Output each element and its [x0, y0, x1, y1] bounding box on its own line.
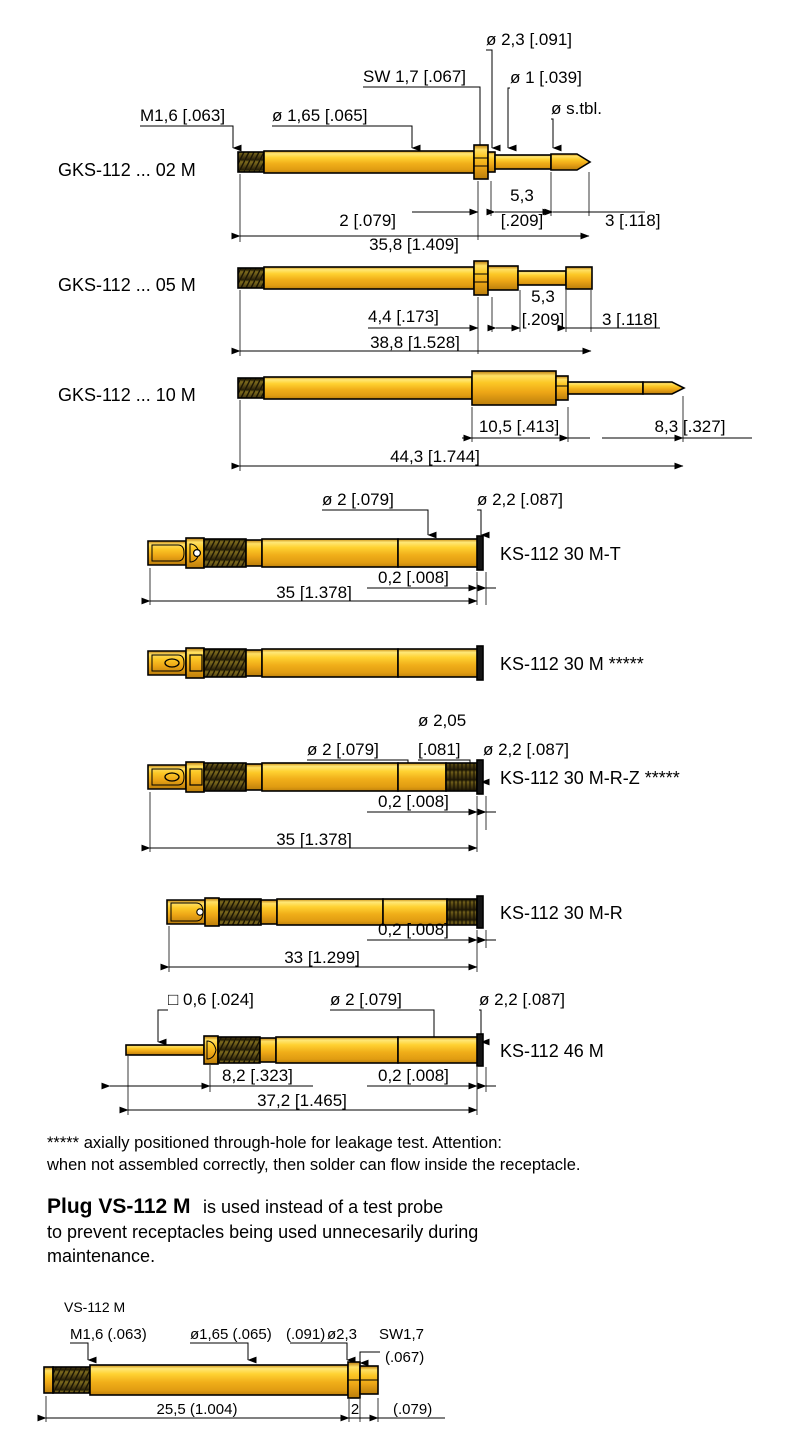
vs-dim-255: 25,5 (1.004) — [157, 1401, 238, 1418]
probe-ks-112-30m — [147, 645, 484, 681]
probe-ks-112-30m-t — [147, 535, 484, 571]
callout-d22-4: ø 2,2 [.087] — [477, 490, 563, 509]
dim-53a-2: 5,3 — [531, 287, 555, 306]
drawing-gks-112-10m: GKS-112 ... 10 M 10,5 [ — [58, 370, 752, 471]
vs-callout-sw17: SW1,7 — [379, 1326, 424, 1343]
callout-dstbl: ø s.tbl. — [551, 99, 602, 118]
probe-gks-112-05m — [237, 260, 593, 296]
dimension-arrows-1 — [231, 208, 590, 240]
callout-leaders-9 — [70, 1342, 380, 1367]
callout-d2-6: ø 2 [.079] — [307, 740, 379, 759]
dimension-arrows-2 — [231, 324, 592, 355]
vs-dim-079: (.079) — [393, 1401, 432, 1418]
part-label-ks46m: KS-112 46 M — [500, 1041, 604, 1061]
dimension-arrows-8 — [101, 1082, 496, 1114]
vs-callout-067: (.067) — [385, 1349, 424, 1366]
part-label-gks05: GKS-112 ... 05 M — [58, 275, 196, 295]
footnote-block: ***** axially positioned through-hole fo… — [46, 1134, 580, 1174]
part-label-ks30m: KS-112 30 M ***** — [500, 654, 644, 674]
dimension-arrows-4 — [141, 584, 496, 605]
part-label-ks30mrz: KS-112 30 M-R-Z ***** — [500, 768, 680, 788]
dim-2: 2 [.079] — [339, 211, 396, 230]
plug-line-3: maintenance. — [47, 1246, 155, 1266]
vs-callout-m16: M1,6 (.063) — [70, 1326, 147, 1343]
dim-443: 44,3 [1.744] — [390, 447, 480, 466]
callout-d1: ø 1 [.039] — [510, 68, 582, 87]
vs-callout-d165: ø1,65 (.065) — [190, 1326, 272, 1343]
callout-sq06: □ 0,6 [.024] — [168, 990, 254, 1009]
dimension-arrows-3 — [231, 434, 684, 470]
callout-leaders-8 — [157, 1009, 490, 1046]
callout-sw17: SW 1,7 [.067] — [363, 67, 466, 86]
dim-33: 33 [1.299] — [284, 948, 360, 967]
dim-53a: 5,3 — [510, 186, 534, 205]
dimension-lines-1 — [239, 172, 645, 242]
dimension-lines-3 — [239, 396, 752, 471]
plug-paragraph: Plug VS-112 M is used instead of a test … — [47, 1195, 478, 1266]
drawing-ks-112-30m-t: ø 2 [.079] ø 2,2 [.087] KS-112 30 M-T — [141, 490, 621, 605]
svg-text:Plug VS-112 M is used in: Plug VS-112 M is used instead of a test … — [47, 1195, 443, 1218]
footnote-line-2: when not assembled correctly, then solde… — [46, 1156, 580, 1174]
callout-d2-4: ø 2 [.079] — [322, 490, 394, 509]
drawing-ks-112-30m-r: KS-112 30 M-R 0,2 [.008] 33 [1.299] — [160, 895, 623, 972]
drawing-gks-112-02m: M1,6 [.063] ø 1,65 [.065] SW 1,7 [.067] … — [58, 30, 660, 254]
dim-02-6: 0,2 [.008] — [378, 792, 449, 811]
callout-leaders-4 — [322, 509, 490, 539]
callout-d205a: ø 2,05 — [418, 711, 466, 730]
callout-d22-8: ø 2,2 [.087] — [479, 990, 565, 1009]
plug-bold-title: Plug VS-112 M — [47, 1195, 191, 1218]
dimension-lines-8 — [110, 1056, 487, 1115]
callout-d2-8: ø 2 [.079] — [330, 990, 402, 1009]
probe-ks-112-46m — [125, 1033, 484, 1067]
callout-d23: ø 2,3 [.091] — [486, 30, 572, 49]
dim-3: 3 [.118] — [605, 211, 660, 230]
dim-53b-2: [.209] — [522, 310, 565, 329]
part-label-gks02: GKS-112 ... 02 M — [58, 160, 196, 180]
dim-44: 4,4 [.173] — [368, 307, 439, 326]
callout-d22-6: ø 2,2 [.087] — [483, 740, 569, 759]
drawing-vs-112-m: VS-112 M M1,6 (.063) ø1,65 (.065) (.091)… — [37, 1299, 445, 1422]
drawing-gks-112-05m: GKS-112 ... 05 M — [58, 260, 660, 356]
probe-gks-112-10m — [237, 370, 686, 406]
dim-02-8: 0,2 [.008] — [378, 1066, 449, 1085]
probe-ks-112-30m-r — [166, 895, 484, 929]
dim-358: 35,8 [1.409] — [369, 235, 459, 254]
dim-35-4: 35 [1.378] — [276, 583, 352, 602]
part-label-gks10: GKS-112 ... 10 M — [58, 385, 196, 405]
dim-3-2: 3 [.118] — [602, 310, 657, 329]
dimension-arrows-6 — [141, 808, 496, 852]
dim-372: 37,2 [1.465] — [257, 1091, 347, 1110]
drawing-ks-112-30m: KS-112 30 M ***** — [147, 645, 644, 681]
dim-388: 38,8 [1.528] — [370, 333, 460, 352]
part-label-ks30mt: KS-112 30 M-T — [500, 544, 621, 564]
dim-83: 8,3 [.327] — [655, 417, 726, 436]
callout-m16: M1,6 [.063] — [140, 106, 225, 125]
part-label-ks30mr: KS-112 30 M-R — [500, 903, 623, 923]
plug-line-2: to prevent receptacles being used unnece… — [47, 1222, 478, 1242]
footnote-line-1: ***** axially positioned through-hole fo… — [47, 1134, 502, 1152]
dim-02-7: 0,2 [.008] — [378, 920, 449, 939]
dim-82: 8,2 [.323] — [222, 1066, 293, 1085]
vs-callout-091: (.091) — [286, 1326, 325, 1343]
dim-105: 10,5 [.413] — [479, 417, 559, 436]
probe-ks-112-30m-r-z — [147, 759, 484, 795]
vs-dim-2: 2 — [351, 1401, 359, 1418]
dim-02-4: 0,2 [.008] — [378, 568, 449, 587]
dim-35-6: 35 [1.378] — [276, 830, 352, 849]
probe-gks-112-02m — [237, 144, 592, 180]
callout-leaders-1 — [140, 49, 562, 152]
drawing-ks-112-30m-r-z: ø 2,05 ø 2 [.079] [.081] ø 2,2 [.087] KS… — [141, 711, 680, 852]
part-label-vs112m: VS-112 M — [64, 1299, 125, 1315]
drawing-ks-112-46m: □ 0,6 [.024] ø 2 [.079] ø 2,2 [.087] KS-… — [101, 990, 604, 1115]
dim-53b: [.209] — [501, 211, 544, 230]
probe-vs-112-m — [43, 1361, 379, 1399]
plug-line-1: is used instead of a test probe — [203, 1197, 443, 1217]
callout-d165: ø 1,65 [.065] — [272, 106, 367, 125]
callout-d205b: [.081] — [418, 740, 461, 759]
dimension-arrows-7 — [160, 936, 496, 971]
vs-callout-d23: ø2,3 — [327, 1326, 357, 1343]
